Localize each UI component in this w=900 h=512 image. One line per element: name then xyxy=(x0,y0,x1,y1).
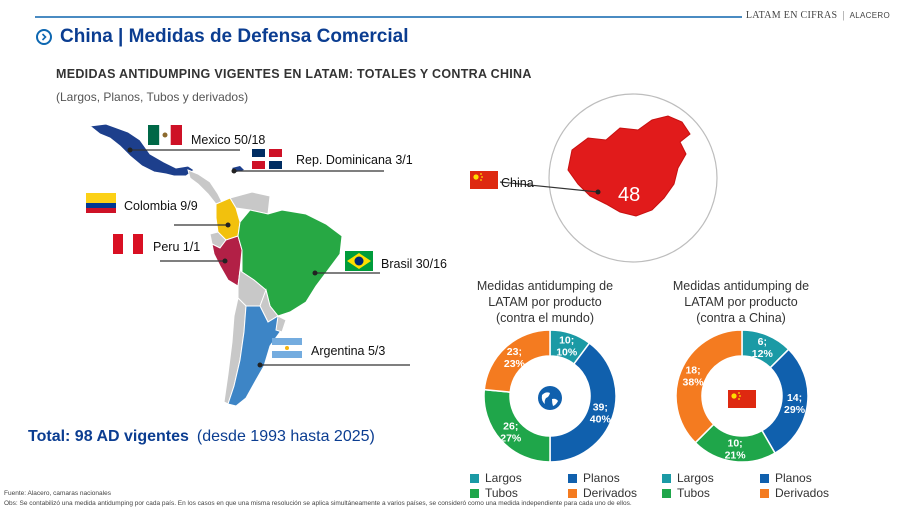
legend-label: Tubos xyxy=(485,486,518,500)
flag-china-center-icon xyxy=(728,390,756,408)
label-dominican-rep: Rep. Dominicana 3/1 xyxy=(296,153,413,167)
label-colombia: Colombia 9/9 xyxy=(124,199,198,213)
total-range: (desde 1993 hasta 2025) xyxy=(196,428,375,445)
donut-slice-planos xyxy=(549,342,617,463)
donut-world-title-line1: Medidas antidumping de xyxy=(476,279,614,293)
flag-china-icon xyxy=(470,171,498,189)
donut-china-title-line2: LATAM por producto xyxy=(684,295,798,309)
donut-slice-derivados xyxy=(675,329,743,444)
footer-obs: Obs: Se contabilizó una medida antidumpi… xyxy=(4,500,632,507)
legend-label: Largos xyxy=(677,471,714,485)
legend-item-planos: Planos xyxy=(568,471,658,485)
donut-chart-china: 6; 12% 14; 29% 10; 21% 18; 38% xyxy=(675,329,809,463)
legend-swatch xyxy=(568,473,577,483)
label-china: China xyxy=(501,176,534,190)
total-main: Total: 98 AD vigentes xyxy=(28,428,189,445)
page-title: China | Medidas de Defensa Comercial xyxy=(60,26,409,47)
china-value: 48 xyxy=(618,184,641,206)
chevron-right-icon xyxy=(36,29,52,45)
china-map xyxy=(499,93,718,263)
map-uruguay xyxy=(275,315,287,333)
label-argentina: Argentina 5/3 xyxy=(311,344,386,358)
flag-brazil-icon xyxy=(345,251,373,271)
donut-label-largos: 6; 12% xyxy=(752,336,774,360)
donut-china-title-line3: (contra a China) xyxy=(696,311,786,325)
legend-item-largos: Largos xyxy=(662,471,760,485)
donut-world-title-line2: LATAM por producto xyxy=(488,295,602,309)
legend-label: Planos xyxy=(583,471,620,485)
label-mexico: Mexico 50/18 xyxy=(191,133,266,147)
title-row: China | Medidas de Defensa Comercial xyxy=(36,26,408,48)
legend-swatch xyxy=(662,488,671,498)
legend-item-derivados: Derivados xyxy=(568,486,658,500)
label-peru: Peru 1/1 xyxy=(153,240,201,254)
legend-item-planos: Planos xyxy=(760,471,850,485)
legend-label: Derivados xyxy=(775,486,830,500)
legend-swatch xyxy=(470,488,479,498)
donut-label-derivados: 18; 38% xyxy=(683,365,705,389)
donut-label-tubos: 26; 27% xyxy=(500,421,522,445)
brand-header: LATAM EN CIFRAS | ALACERO xyxy=(746,10,890,21)
donut-world-title: Medidas antidumping de LATAM por product… xyxy=(455,278,635,326)
legend-label: Largos xyxy=(485,471,522,485)
donut-chart-world: 10; 10% 39; 40% 26; 27% 23; 23% xyxy=(483,329,617,463)
flag-peru-icon xyxy=(113,234,143,254)
legend-label: Derivados xyxy=(583,486,638,500)
globe-icon xyxy=(538,386,562,410)
map-argentina xyxy=(227,305,281,407)
legend-swatch xyxy=(760,473,769,483)
donut-china-title-line1: Medidas antidumping de xyxy=(672,279,810,293)
flag-dominican-rep-icon xyxy=(252,149,282,169)
donut-slice-derivados xyxy=(483,329,551,393)
donut-label-planos: 39; 40% xyxy=(590,402,612,426)
donut-label-planos: 14; 29% xyxy=(784,392,806,416)
brand-name: LATAM EN CIFRAS xyxy=(745,10,838,21)
legend-swatch xyxy=(760,488,769,498)
donut-label-derivados: 23; 23% xyxy=(504,346,526,370)
brand-separator: | xyxy=(842,10,845,21)
legend-item-tubos: Tubos xyxy=(662,486,760,500)
footer-source: Fuente: Alacero, camaras nacionales xyxy=(4,490,111,497)
label-brazil: Brasil 30/16 xyxy=(381,257,448,271)
flag-argentina-icon xyxy=(272,338,302,358)
legend-china: Largos Planos Tubos Derivados xyxy=(662,471,850,500)
legend-item-tubos: Tubos xyxy=(470,486,568,500)
donut-label-largos: 10; 10% xyxy=(556,335,578,359)
chart-note: (Largos, Planos, Tubos y derivados) xyxy=(56,90,249,104)
donut-label-tubos: 10; 21% xyxy=(725,438,747,462)
donut-china-title: Medidas antidumping de LATAM por product… xyxy=(651,278,831,326)
legend-swatch xyxy=(662,473,671,483)
legend-world: Largos Planos Tubos Derivados xyxy=(470,471,658,500)
flag-mexico-icon xyxy=(148,125,182,145)
legend-swatch xyxy=(568,488,577,498)
legend-label: Planos xyxy=(775,471,812,485)
header-rule xyxy=(35,16,742,18)
org-name: ALACERO xyxy=(849,11,890,20)
total-summary: Total: 98 AD vigentes (desde 1993 hasta 2… xyxy=(28,428,375,446)
legend-item-derivados: Derivados xyxy=(760,486,850,500)
legend-item-largos: Largos xyxy=(470,471,568,485)
donut-world-title-line3: (contra el mundo) xyxy=(496,311,594,325)
legend-label: Tubos xyxy=(677,486,710,500)
legend-swatch xyxy=(470,473,479,483)
flag-colombia-icon xyxy=(86,193,116,213)
chart-subtitle: MEDIDAS ANTIDUMPING VIGENTES EN LATAM: T… xyxy=(56,67,532,81)
latam-map xyxy=(88,123,410,407)
